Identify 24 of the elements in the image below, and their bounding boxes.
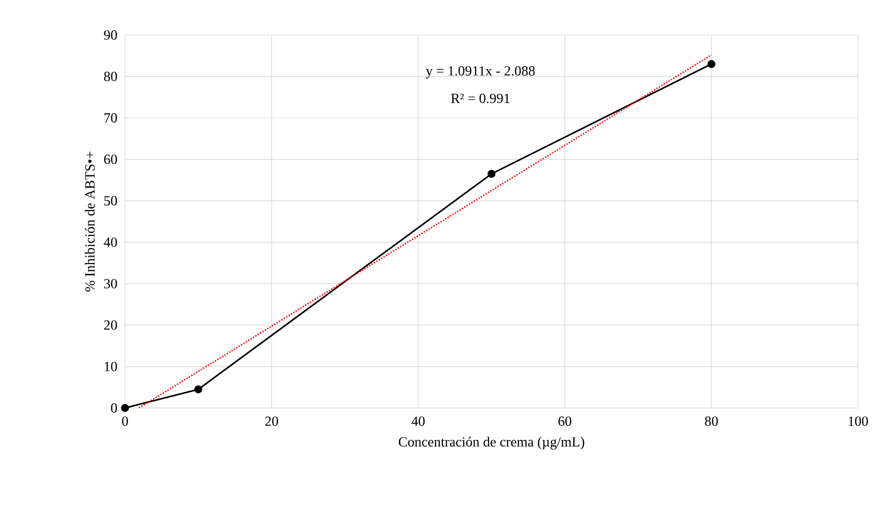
y-tick-label: 0 [111, 403, 117, 413]
point [707, 60, 716, 68]
x-tick-label: 40 [412, 416, 425, 426]
point [121, 404, 129, 412]
y-tick-label: 80 [104, 72, 117, 82]
y-tick-label: 60 [104, 154, 117, 164]
y-axis-title: % Inhibición de ABTS•+ [84, 152, 95, 292]
annotation: y = 1.0911x - 2.088 [426, 66, 535, 78]
x-axis-title: Concentración de crema (µg/mL) [398, 436, 584, 450]
annotation: R² = 0.991 [451, 94, 510, 104]
y-tick-label: 90 [104, 30, 117, 40]
x-tick-label: 60 [558, 416, 572, 426]
x-tick-label: 0 [122, 416, 128, 426]
y-tick-label: 40 [104, 238, 117, 247]
y-tick-label: 50 [104, 196, 117, 206]
x-tick-label: 100 [848, 416, 868, 426]
y-tick-label: 10 [104, 362, 117, 372]
y-tick-label: 20 [104, 320, 117, 330]
y-tick-label: 30 [104, 278, 117, 288]
x-tick-label: 20 [265, 416, 278, 426]
y-tick-label: 70 [104, 113, 117, 123]
point [194, 385, 202, 394]
point [488, 170, 496, 178]
x-tick-label: 80 [704, 416, 718, 426]
